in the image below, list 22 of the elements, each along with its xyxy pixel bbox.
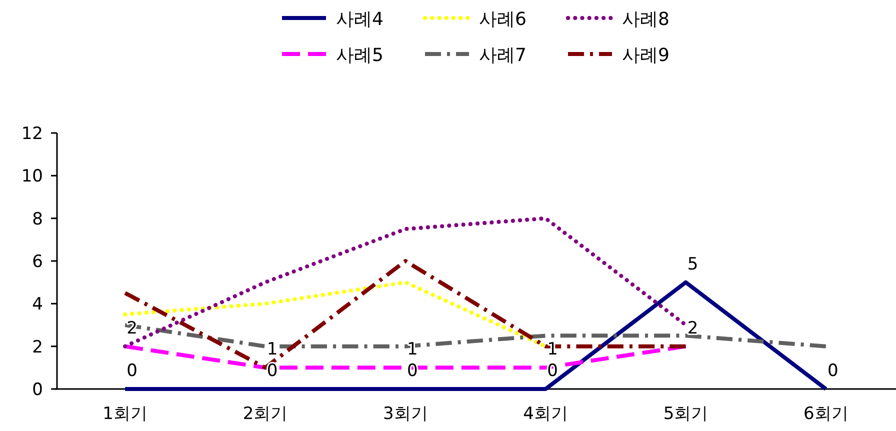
legend-label: 사례7 <box>479 45 526 66</box>
legend-label: 사례9 <box>622 45 670 66</box>
y-tick-label: 12 <box>21 124 43 144</box>
legend-label: 사례8 <box>622 9 670 30</box>
data-label: 2 <box>687 318 698 338</box>
data-label: 0 <box>828 361 838 381</box>
x-tick-label: 4회기 <box>523 404 568 424</box>
data-label: 5 <box>687 254 698 274</box>
y-tick-label: 8 <box>32 209 43 230</box>
x-tick-label: 6회기 <box>804 404 848 424</box>
legend-label: 사례5 <box>336 45 384 66</box>
y-tick-label: 4 <box>32 294 43 315</box>
x-tick-label: 3회기 <box>383 404 428 424</box>
x-tick-label: 5회기 <box>663 404 708 424</box>
y-tick-label: 6 <box>32 252 43 272</box>
legend-label: 사례4 <box>336 9 384 30</box>
legend-label: 사례6 <box>479 9 526 30</box>
x-tick-label: 2회기 <box>242 404 288 424</box>
y-tick-label: 2 <box>32 337 43 358</box>
y-tick-label: 10 <box>21 166 43 187</box>
y-tick-label: 0 <box>32 380 43 400</box>
x-tick-label: 1회기 <box>102 404 148 424</box>
